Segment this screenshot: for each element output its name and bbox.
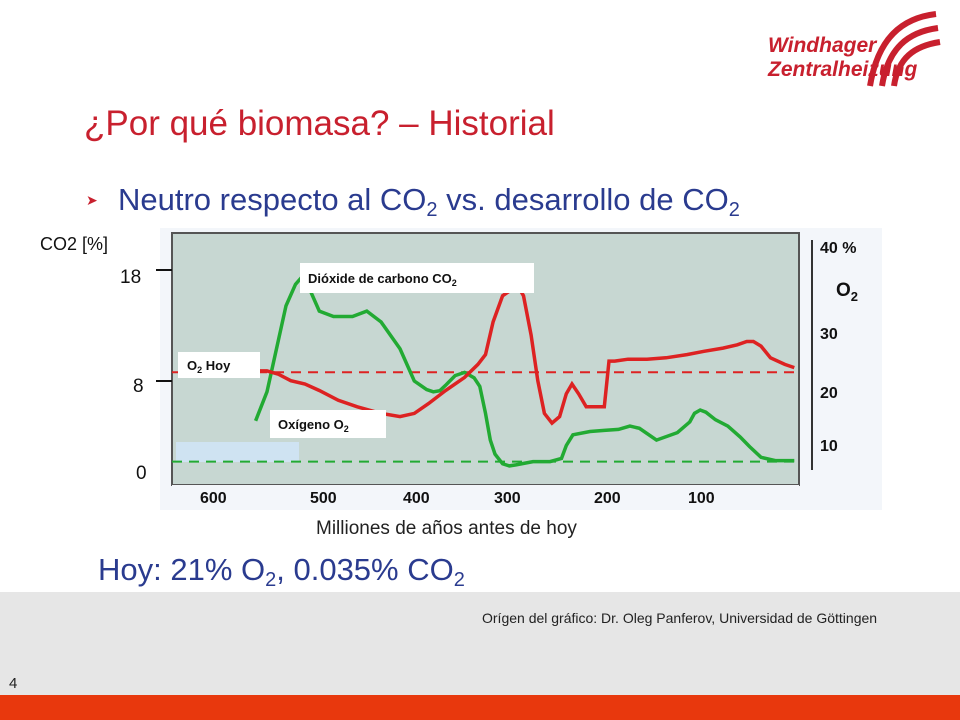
page-title: ¿Por qué biomasa? – Historial bbox=[84, 104, 555, 143]
left-tick-label-8: 8 bbox=[133, 376, 144, 397]
subtitle-sub-b: 2 bbox=[728, 199, 740, 221]
annotation-o2-today-sub: 2 bbox=[197, 365, 202, 375]
x-axis-label: Milliones de años antes de hoy bbox=[316, 518, 577, 539]
subtitle-text-b: vs. desarrollo de CO bbox=[437, 182, 729, 217]
subtitle: Neutro respecto al CO2 vs. desarrollo de… bbox=[118, 182, 740, 222]
annotation-co2: Dióxide de carbono CO2 bbox=[300, 263, 534, 293]
x-tick-label-100: 100 bbox=[688, 490, 715, 507]
annotation-co2-text: Dióxide de carbono CO bbox=[308, 271, 452, 286]
source-credit: Orígen del gráfico: Dr. Oleg Panferov, U… bbox=[482, 610, 878, 626]
x-axis: 600 500 400 300 200 100 bbox=[200, 490, 715, 507]
x-tick-label-300: 300 bbox=[494, 490, 521, 507]
y-axis-label: CO2 [%] bbox=[40, 234, 108, 254]
today-sub-a: 2 bbox=[265, 569, 277, 591]
annotation-o2-today-text2: Hoy bbox=[202, 358, 231, 373]
subtitle-text-a: Neutro respecto al CO bbox=[118, 182, 427, 217]
right-axis-o2-label: O2 bbox=[836, 280, 858, 304]
annotation-oxygen-box bbox=[270, 410, 386, 438]
logo-line-1: Windhager bbox=[768, 34, 877, 57]
annotation-co2-box bbox=[300, 263, 534, 293]
today-sub-b: 2 bbox=[453, 569, 465, 591]
annotation-o2-today: O2 Hoy bbox=[178, 352, 260, 378]
annotation-o2-today-label: O2 Hoy bbox=[187, 358, 231, 375]
today-summary: Hoy: 21% O2, 0.035% CO2 bbox=[98, 552, 465, 592]
annotation-o2-today-box bbox=[178, 352, 260, 378]
right-tick-label-10: 10 bbox=[820, 438, 838, 455]
page-number: 4 bbox=[9, 675, 18, 692]
annotation-oxygen-label: Oxígeno O2 bbox=[278, 417, 349, 434]
footer-band bbox=[0, 592, 960, 695]
logo-swoosh-icon bbox=[867, 11, 941, 87]
left-axis: 18 8 0 bbox=[120, 267, 172, 484]
x-tick-label-400: 400 bbox=[403, 490, 430, 507]
logo-line-2: Zentralheizung bbox=[768, 58, 918, 81]
bullet-arrow-icon: ➤ bbox=[86, 192, 98, 208]
right-tick-label-20: 20 bbox=[820, 385, 838, 402]
annotation-co2-sub: 2 bbox=[452, 278, 457, 288]
x-axis-band bbox=[172, 485, 799, 510]
right-axis-o2-sub: 2 bbox=[851, 289, 858, 304]
annotation-oxygen: Oxígeno O2 bbox=[270, 410, 386, 438]
x-tick-label-200: 200 bbox=[594, 490, 621, 507]
right-axis: 40 % O2 30 20 10 bbox=[811, 240, 858, 470]
right-tick-label-30: 30 bbox=[820, 326, 838, 343]
annotation-oxygen-sub: 2 bbox=[344, 424, 349, 434]
annotation-o2-today-text: O bbox=[187, 358, 197, 373]
footer-accent-bar bbox=[0, 695, 960, 720]
annotation-co2-label: Dióxide de carbono CO2 bbox=[308, 271, 457, 288]
today-text-b: , 0.035% CO bbox=[276, 552, 454, 587]
x-tick-label-500: 500 bbox=[310, 490, 337, 507]
x-tick-label-600: 600 bbox=[200, 490, 227, 507]
co2-o2-chart: CO2 [%] 18 8 0 40 % O2 30 20 10 600 500 … bbox=[40, 228, 882, 539]
annotation-oxygen-text: Oxígeno O bbox=[278, 417, 344, 432]
right-axis-max-label: 40 % bbox=[820, 240, 856, 257]
windhager-logo: Windhager Zentralheizung bbox=[760, 11, 941, 94]
co2-series-line bbox=[253, 272, 795, 468]
today-text-a: Hoy: 21% O bbox=[98, 552, 266, 587]
o2-reference-band bbox=[176, 442, 299, 462]
left-tick-label-0: 0 bbox=[136, 463, 147, 484]
right-axis-o2-text: O bbox=[836, 280, 851, 301]
subtitle-sub-a: 2 bbox=[426, 199, 438, 221]
left-tick-label-18: 18 bbox=[120, 267, 141, 288]
